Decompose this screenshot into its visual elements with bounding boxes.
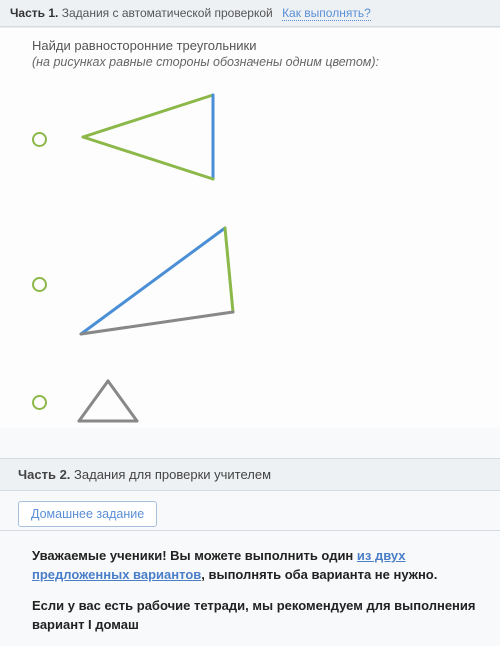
part1-label: Часть 1.: [10, 6, 58, 20]
option-row: [32, 87, 482, 192]
question-area: Найди равносторонние треугольники (на ри…: [0, 27, 500, 428]
radio-button[interactable]: [32, 395, 47, 410]
question-title: Найди равносторонние треугольники: [32, 38, 482, 53]
triangle-icon: [73, 377, 143, 423]
triangle-box: [73, 87, 223, 192]
hw-paragraph-2: Если у вас есть рабочие тетради, мы реко…: [32, 597, 478, 635]
tab-homework[interactable]: Домашнее задание: [18, 501, 157, 527]
homework-text: Уважаемые ученики! Вы можете выполнить о…: [0, 531, 500, 634]
option-row: [32, 222, 482, 347]
option-row: [32, 377, 482, 428]
triangle-box: [73, 222, 243, 347]
hw-p1-bold2: , выполнять оба варианта не нужно.: [201, 567, 437, 582]
hw-paragraph-1: Уважаемые ученики! Вы можете выполнить о…: [32, 547, 478, 585]
triangle-icon: [73, 87, 223, 187]
part2-desc: Задания для проверки учителем: [74, 467, 271, 482]
part1-header: Часть 1. Задания с автоматической провер…: [0, 0, 500, 27]
tab-row: Домашнее задание: [0, 491, 500, 531]
part2-header: Часть 2. Задания для проверки учителем: [0, 458, 500, 491]
radio-button[interactable]: [32, 277, 47, 292]
radio-button[interactable]: [32, 132, 47, 147]
triangle-icon: [73, 222, 243, 342]
part1-desc: Задания с автоматической проверкой: [62, 6, 273, 20]
part2-label: Часть 2.: [18, 467, 70, 482]
question-subtitle: (на рисунках равные стороны обозначены о…: [32, 55, 482, 69]
triangle-box: [73, 377, 143, 428]
hw-p1-bold: Уважаемые ученики! Вы можете выполнить о…: [32, 548, 357, 563]
help-link[interactable]: Как выполнять?: [282, 6, 371, 21]
